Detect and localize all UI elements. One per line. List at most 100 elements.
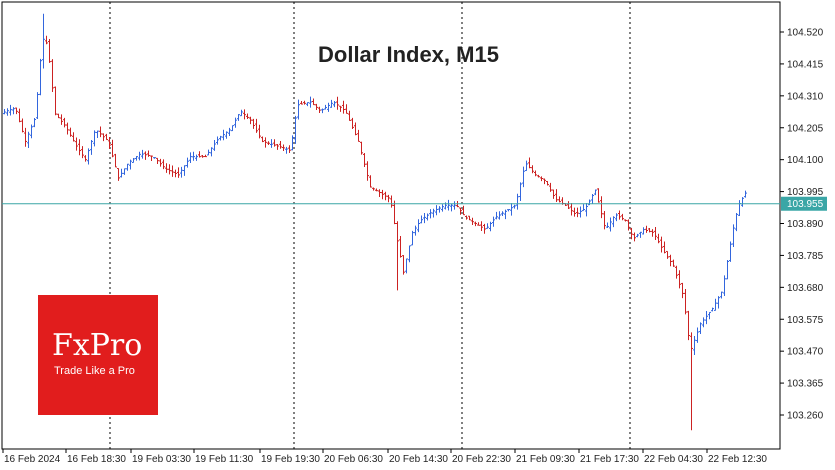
candle — [669, 254, 672, 267]
candle — [591, 194, 594, 204]
candle — [48, 38, 51, 63]
logo-name: FxPro — [52, 328, 143, 363]
candle — [3, 108, 6, 115]
candle — [21, 118, 24, 133]
candle — [81, 146, 84, 159]
candle — [102, 133, 105, 142]
current-price-badge — [781, 196, 827, 211]
candle — [405, 258, 408, 274]
candle — [348, 110, 351, 121]
candle — [54, 86, 57, 116]
candle — [195, 154, 198, 161]
y-tick-label: 104.100 — [787, 155, 824, 166]
candle — [12, 107, 15, 115]
candle — [453, 201, 456, 210]
candle — [618, 210, 621, 220]
candle — [609, 217, 612, 232]
candle — [381, 189, 384, 200]
current-price-label: 103.955 — [787, 199, 824, 210]
candle — [6, 108, 9, 116]
candle — [459, 207, 462, 215]
candle — [33, 118, 36, 128]
candle — [294, 115, 297, 144]
candle — [327, 102, 330, 112]
candle — [441, 204, 444, 212]
candle — [162, 159, 165, 170]
candle — [213, 139, 216, 151]
candle — [642, 227, 645, 235]
y-tick-label: 103.470 — [787, 347, 824, 358]
candle — [207, 149, 210, 156]
candle — [60, 114, 63, 125]
candle — [108, 136, 111, 149]
candle — [156, 157, 159, 164]
candle — [660, 236, 663, 253]
candle — [240, 109, 243, 117]
candle — [390, 195, 393, 208]
candle — [600, 196, 603, 219]
candle — [567, 201, 570, 210]
candle — [534, 170, 537, 177]
candle — [675, 265, 678, 279]
candle — [255, 118, 258, 133]
candle — [141, 149, 144, 159]
candle — [663, 241, 666, 254]
candle — [135, 156, 138, 161]
candle — [465, 215, 468, 220]
y-tick-label: 103.995 — [787, 187, 824, 198]
candle — [597, 188, 600, 203]
candle — [603, 210, 606, 230]
candle — [480, 221, 483, 231]
candle — [621, 213, 624, 221]
candle — [369, 175, 372, 188]
x-tick-label: 19 Feb 03:30 — [132, 454, 191, 465]
candle — [39, 58, 42, 96]
x-tick-label: 20 Feb 06:30 — [324, 454, 383, 465]
candle — [9, 104, 12, 116]
candle — [186, 157, 189, 168]
candle — [147, 150, 150, 157]
candle — [576, 207, 579, 218]
candle — [291, 135, 294, 151]
candle — [513, 204, 516, 209]
x-tick-label: 22 Feb 12:30 — [708, 454, 767, 465]
candle — [612, 216, 615, 228]
candle — [57, 113, 60, 119]
candle — [396, 221, 399, 291]
candle — [462, 205, 465, 216]
candle — [126, 163, 129, 171]
candle — [594, 189, 597, 196]
candle — [378, 189, 381, 197]
candle — [132, 158, 135, 164]
candle — [249, 116, 252, 125]
candle — [432, 208, 435, 218]
candle — [666, 250, 669, 259]
candle — [486, 223, 489, 229]
candle — [555, 189, 558, 202]
candle — [552, 189, 555, 199]
y-tick-label: 104.205 — [787, 123, 824, 134]
candle — [471, 217, 474, 226]
candle — [636, 233, 639, 238]
candle — [627, 219, 630, 231]
y-axis: 104.520 104.415 104.310 104.205 104.100 103.9… — [780, 28, 827, 422]
candle — [69, 127, 72, 137]
candle — [189, 152, 192, 164]
candle — [630, 227, 633, 240]
candle — [282, 144, 285, 151]
candle — [477, 222, 480, 226]
candle — [468, 215, 471, 221]
candle — [336, 96, 339, 110]
candle — [15, 107, 18, 115]
candle — [384, 191, 387, 201]
candle — [27, 131, 30, 149]
candle — [519, 182, 522, 201]
candle — [723, 275, 726, 296]
candle — [393, 200, 396, 225]
candle — [75, 137, 78, 151]
candle — [585, 202, 588, 217]
candle — [252, 118, 255, 129]
candle — [264, 137, 267, 148]
candle — [531, 165, 534, 174]
candle — [183, 165, 186, 176]
